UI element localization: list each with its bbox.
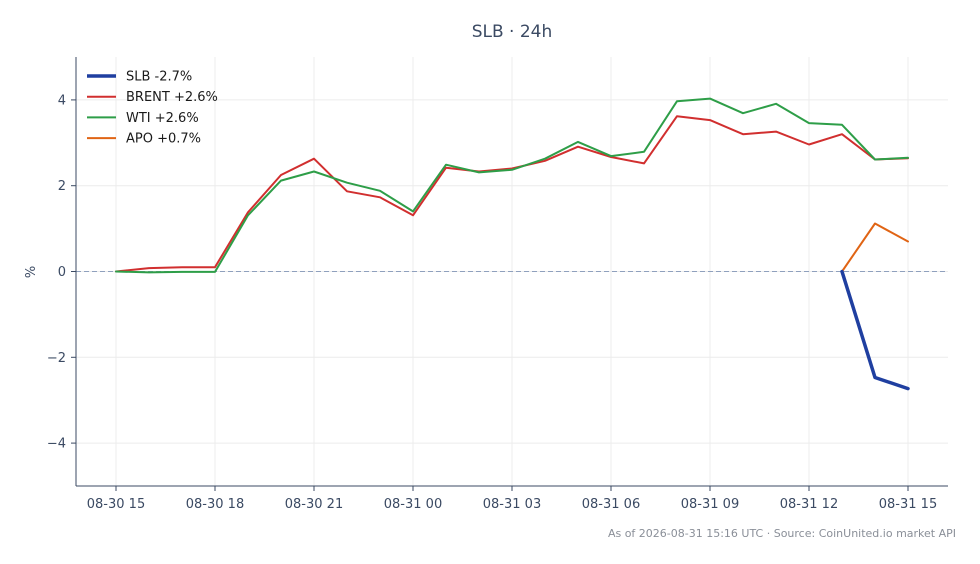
x-tick-label: 08-30 21 xyxy=(285,497,343,512)
footer-source-note: As of 2026-08-31 15:16 UTC · Source: Coi… xyxy=(608,527,956,540)
series-layer xyxy=(115,97,910,391)
x-tick-label: 08-31 00 xyxy=(384,497,442,512)
chart-title: SLB · 24h xyxy=(472,22,553,42)
x-tick-label: 08-31 15 xyxy=(879,497,937,512)
legend-label: WTI +2.6% xyxy=(126,111,199,126)
x-tick-label: 08-30 18 xyxy=(186,497,244,512)
x-ticks: 08-30 15 08-30 18 08-30 21 08-31 00 08-31 03… xyxy=(87,486,937,512)
x-tick-label: 08-31 09 xyxy=(681,497,739,512)
series-line-brent xyxy=(115,115,909,273)
y-tick-label: −4 xyxy=(47,437,66,452)
series-line-wti xyxy=(115,97,909,274)
y-tick-label: 2 xyxy=(58,179,66,194)
legend: SLB -2.7% BRENT +2.6% WTI +2.6% APO +0.7% xyxy=(87,70,218,147)
legend-label: BRENT +2.6% xyxy=(126,90,218,105)
y-tick-label: 0 xyxy=(58,265,66,280)
x-tick-label: 08-31 12 xyxy=(780,497,838,512)
x-tick-label: 08-30 15 xyxy=(87,497,145,512)
y-axis-label: % xyxy=(24,266,39,278)
series-line-slb xyxy=(840,269,910,391)
legend-label: SLB -2.7% xyxy=(126,70,192,85)
series-line-apo xyxy=(841,222,909,273)
x-tick-label: 08-31 06 xyxy=(582,497,640,512)
y-tick-label: 4 xyxy=(58,93,66,108)
legend-label: APO +0.7% xyxy=(126,132,201,147)
y-tick-label: −2 xyxy=(47,351,66,366)
y-ticks: −4 −2 0 2 4 xyxy=(47,93,76,452)
x-tick-label: 08-31 03 xyxy=(483,497,541,512)
